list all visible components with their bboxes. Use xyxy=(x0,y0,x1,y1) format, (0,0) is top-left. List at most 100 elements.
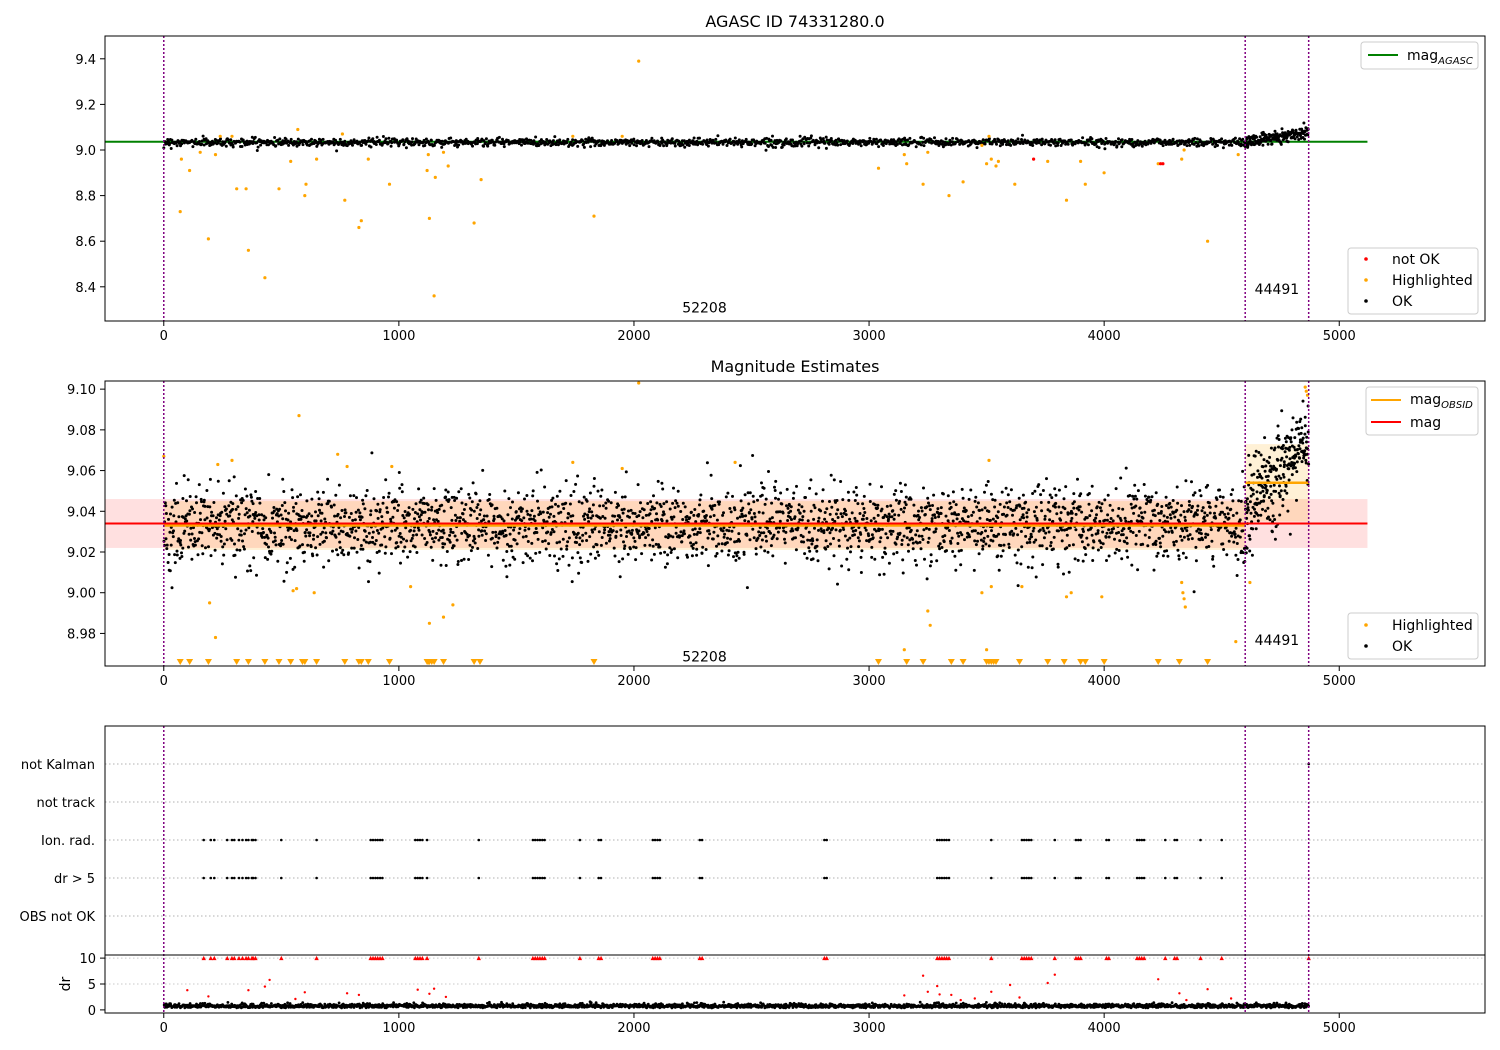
ok-point xyxy=(829,542,832,546)
ok-point xyxy=(302,515,306,519)
ok-point xyxy=(951,136,955,140)
ok-point xyxy=(868,136,872,140)
ok-point xyxy=(545,138,549,141)
ok-point xyxy=(991,539,995,543)
ok-point xyxy=(624,470,628,474)
ok-point xyxy=(1048,518,1052,522)
legend-label-mag: mag xyxy=(1410,415,1441,431)
ok-point xyxy=(766,550,770,554)
ok-point xyxy=(1230,143,1234,147)
ok-point xyxy=(440,503,444,507)
ok-point xyxy=(1005,513,1009,517)
ok-point xyxy=(710,141,714,145)
ok-point xyxy=(590,510,594,514)
ok-point xyxy=(876,513,880,517)
ok-point xyxy=(599,144,603,148)
ok-point xyxy=(808,486,812,490)
x-tick-label-1000: 1000 xyxy=(382,329,415,344)
ok-point xyxy=(975,146,979,150)
ok-point xyxy=(490,536,494,540)
ok-point xyxy=(374,143,378,146)
ok-point xyxy=(404,146,408,150)
flag-point-ion-rad xyxy=(698,838,702,842)
ok-point xyxy=(1085,516,1089,520)
ok-point xyxy=(340,509,344,512)
ok-point xyxy=(236,505,240,509)
ok-point xyxy=(1052,535,1056,539)
y-tick-label-9-00: 9.00 xyxy=(67,587,96,602)
ok-point xyxy=(342,553,346,557)
ok-point xyxy=(1148,528,1152,532)
ok-point xyxy=(1166,554,1170,558)
ok-point xyxy=(1008,532,1012,536)
ok-point xyxy=(567,512,571,516)
ok-point xyxy=(1064,485,1068,489)
ok-point xyxy=(1225,553,1229,557)
ok-point xyxy=(535,531,539,534)
ok-point xyxy=(1154,491,1158,495)
ok-point xyxy=(849,550,852,554)
ok-point xyxy=(322,565,326,569)
ok-point xyxy=(321,137,325,141)
highlighted-point xyxy=(340,132,344,136)
ok-point xyxy=(1181,551,1185,555)
ok-point xyxy=(727,529,731,533)
ok-point xyxy=(1005,143,1009,146)
ok-point xyxy=(1059,518,1063,522)
ok-point xyxy=(568,502,572,506)
ok-point xyxy=(251,140,255,143)
ok-point xyxy=(190,532,194,536)
ok-point xyxy=(1062,497,1066,501)
ok-point xyxy=(679,530,683,534)
ok-point xyxy=(1255,490,1259,494)
ok-point xyxy=(1252,472,1256,476)
ok-point xyxy=(504,564,508,568)
ok-point xyxy=(1063,507,1067,511)
flag-point-dr-5 xyxy=(578,876,582,880)
flag-point-ion-rad xyxy=(254,838,257,842)
highlighted-point xyxy=(1182,148,1186,152)
ok-point xyxy=(586,513,589,517)
flag-point-dr-5 xyxy=(1142,876,1146,880)
ok-point xyxy=(202,498,206,502)
ok-point xyxy=(1284,484,1288,488)
ok-point xyxy=(802,142,806,146)
ok-point xyxy=(1298,447,1302,451)
ok-point xyxy=(442,531,446,535)
ok-point xyxy=(933,530,937,534)
ok-point xyxy=(193,543,197,547)
ok-point xyxy=(444,495,448,499)
ok-point xyxy=(1041,489,1045,492)
ok-point xyxy=(248,564,252,568)
ok-point xyxy=(1016,137,1020,141)
ok-point xyxy=(1206,533,1210,537)
ok-point xyxy=(932,493,936,497)
ok-point xyxy=(561,554,565,558)
ok-point xyxy=(763,549,767,553)
ok-point xyxy=(1126,555,1130,559)
ok-point xyxy=(1183,515,1187,519)
ok-point xyxy=(215,527,219,531)
ok-point xyxy=(1125,536,1129,540)
ok-point xyxy=(1303,432,1307,436)
ok-point xyxy=(819,138,823,141)
ok-point xyxy=(1231,499,1235,503)
ok-point xyxy=(663,565,667,569)
ok-point xyxy=(680,540,684,544)
ok-point xyxy=(698,136,701,140)
ok-point xyxy=(1207,501,1211,505)
flag-point-ion-rad xyxy=(945,838,948,842)
ok-point xyxy=(1000,490,1004,494)
ok-point xyxy=(187,512,191,516)
ok-point xyxy=(453,513,457,517)
ok-point xyxy=(1043,142,1047,146)
ok-point xyxy=(793,515,797,519)
ok-point xyxy=(748,491,752,495)
ok-point xyxy=(1107,554,1111,558)
ok-point xyxy=(475,142,479,146)
ok-point xyxy=(780,145,784,149)
ok-point xyxy=(1156,502,1160,506)
ok-point xyxy=(1248,138,1252,142)
ok-point xyxy=(905,536,909,540)
ok-point xyxy=(1021,493,1025,497)
